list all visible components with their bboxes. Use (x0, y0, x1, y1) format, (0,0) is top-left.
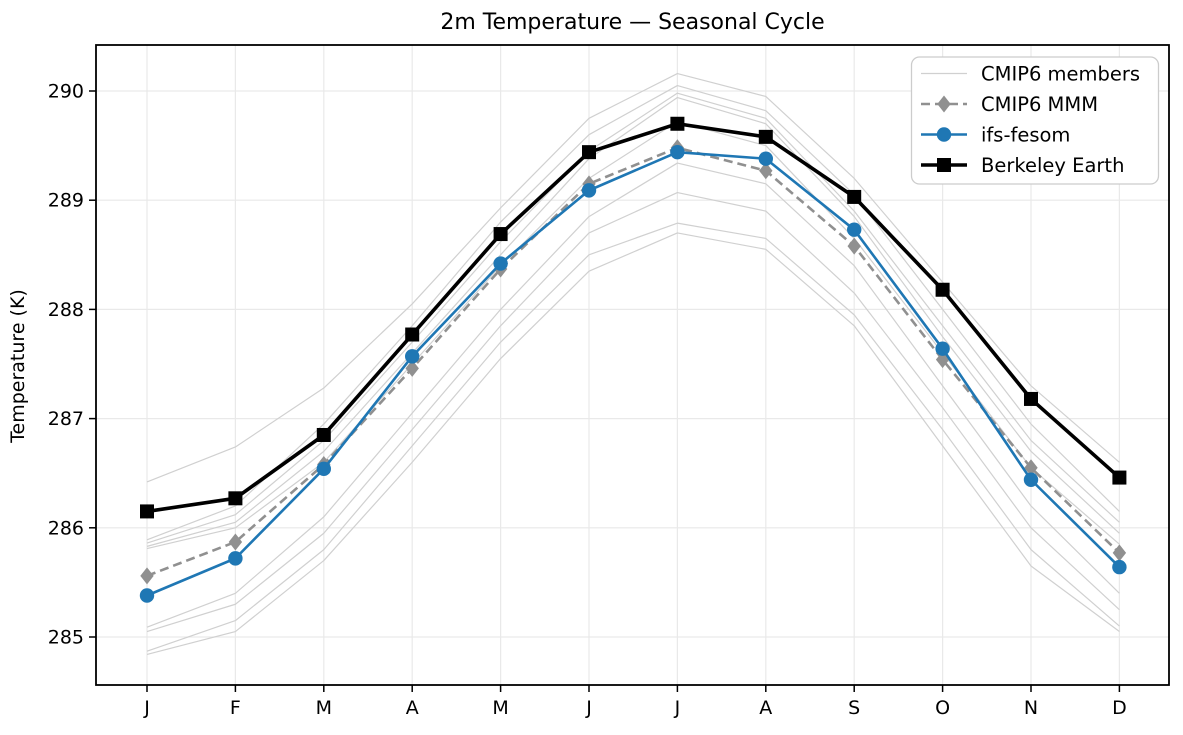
series-berkeley-earth (140, 116, 1127, 519)
square-marker (405, 327, 420, 342)
y-tick-label: 287 (48, 408, 84, 430)
series-lines (139, 116, 1127, 603)
legend-square-marker (937, 158, 951, 172)
circle-marker (405, 349, 420, 364)
x-tick-label: N (1024, 697, 1038, 719)
square-marker (847, 189, 862, 204)
circle-marker (1112, 559, 1127, 575)
diamond-marker (228, 533, 243, 551)
axis-ticks (89, 90, 1121, 692)
square-marker (316, 427, 331, 442)
y-tick-label: 290 (48, 81, 84, 103)
circle-marker (493, 256, 508, 271)
axis-tick-labels: J F M A M J J A S O N D 285 286 287 288 289 290 (48, 81, 1127, 720)
cmip6-member-line (146, 84, 1120, 541)
x-tick-label: F (230, 697, 241, 719)
square-marker (582, 145, 596, 160)
legend-entry: CMIP6 members (921, 62, 1140, 85)
diamond-marker (405, 359, 419, 377)
x-tick-label: J (143, 697, 150, 719)
y-axis-label: Temperature (K) (7, 289, 29, 443)
cmip6-member-line (146, 191, 1120, 633)
legend-label: CMIP6 MMM (981, 93, 1098, 116)
cmip6-member-line (146, 222, 1120, 652)
legend: CMIP6 members CMIP6 MMM ifs-fesom Berkeley … (910, 56, 1160, 185)
diamond-marker (1024, 459, 1038, 477)
y-tick-label: 286 (48, 517, 84, 539)
legend-label: ifs-fesom (981, 123, 1070, 146)
square-marker (493, 227, 508, 242)
legend-circle-marker (936, 127, 952, 142)
series-line (146, 146, 1121, 578)
diamond-marker (1112, 544, 1127, 562)
axes-box (95, 44, 1170, 686)
cmip6-member-line (146, 92, 1120, 544)
chart-title: 2m Temperature — Seasonal Cycle (440, 10, 825, 35)
diamond-marker (935, 351, 950, 369)
y-tick-label: 289 (48, 190, 84, 212)
legend-label: Berkeley Earth (981, 154, 1124, 177)
x-tick-label: D (1112, 697, 1127, 719)
y-tick-label: 285 (48, 627, 84, 649)
plot-border (95, 44, 1170, 686)
legend-label: CMIP6 members (981, 62, 1140, 85)
series-line (146, 121, 1121, 514)
square-marker (1024, 391, 1038, 406)
square-marker (670, 116, 685, 131)
cmip6-member-line (146, 162, 1120, 628)
square-marker (758, 129, 773, 144)
circle-marker (581, 183, 597, 198)
legend-entry: Berkeley Earth (921, 154, 1124, 177)
square-marker (228, 491, 243, 506)
legend-diamond-marker (937, 95, 951, 113)
x-tick-label: S (848, 697, 860, 719)
circle-marker (758, 151, 773, 166)
x-tick-label: A (759, 697, 772, 719)
circle-marker (847, 222, 862, 237)
circle-marker (935, 341, 950, 356)
circle-marker (316, 461, 331, 477)
cmip6-member-line (146, 96, 1120, 547)
legend-entry: ifs-fesom (921, 123, 1070, 146)
legend-box (910, 56, 1160, 185)
x-tick-label: M (492, 697, 508, 719)
y-tick-label: 288 (48, 299, 84, 321)
cmip6-member-line (146, 72, 1120, 483)
circle-marker (139, 588, 155, 603)
series-line (146, 150, 1121, 597)
diamond-marker (847, 237, 861, 255)
square-marker (935, 282, 950, 297)
cmip6-member-line (146, 232, 1120, 656)
square-marker (1112, 470, 1127, 485)
x-tick-label: A (406, 697, 419, 719)
circle-marker (670, 144, 685, 160)
legend-entry: CMIP6 MMM (921, 93, 1098, 116)
circle-marker (1023, 472, 1039, 487)
x-tick-label: M (316, 697, 332, 719)
x-tick-label: J (585, 697, 592, 719)
x-tick-label: O (935, 697, 950, 719)
x-tick-label: J (674, 697, 681, 719)
square-marker (140, 504, 154, 519)
diamond-marker (140, 567, 154, 585)
circle-marker (228, 551, 243, 566)
series-ifs-fesom (139, 144, 1127, 603)
cmip6-member-line (146, 120, 1120, 550)
diamond-marker (759, 162, 773, 180)
series-cmip6-mmm (140, 139, 1127, 585)
